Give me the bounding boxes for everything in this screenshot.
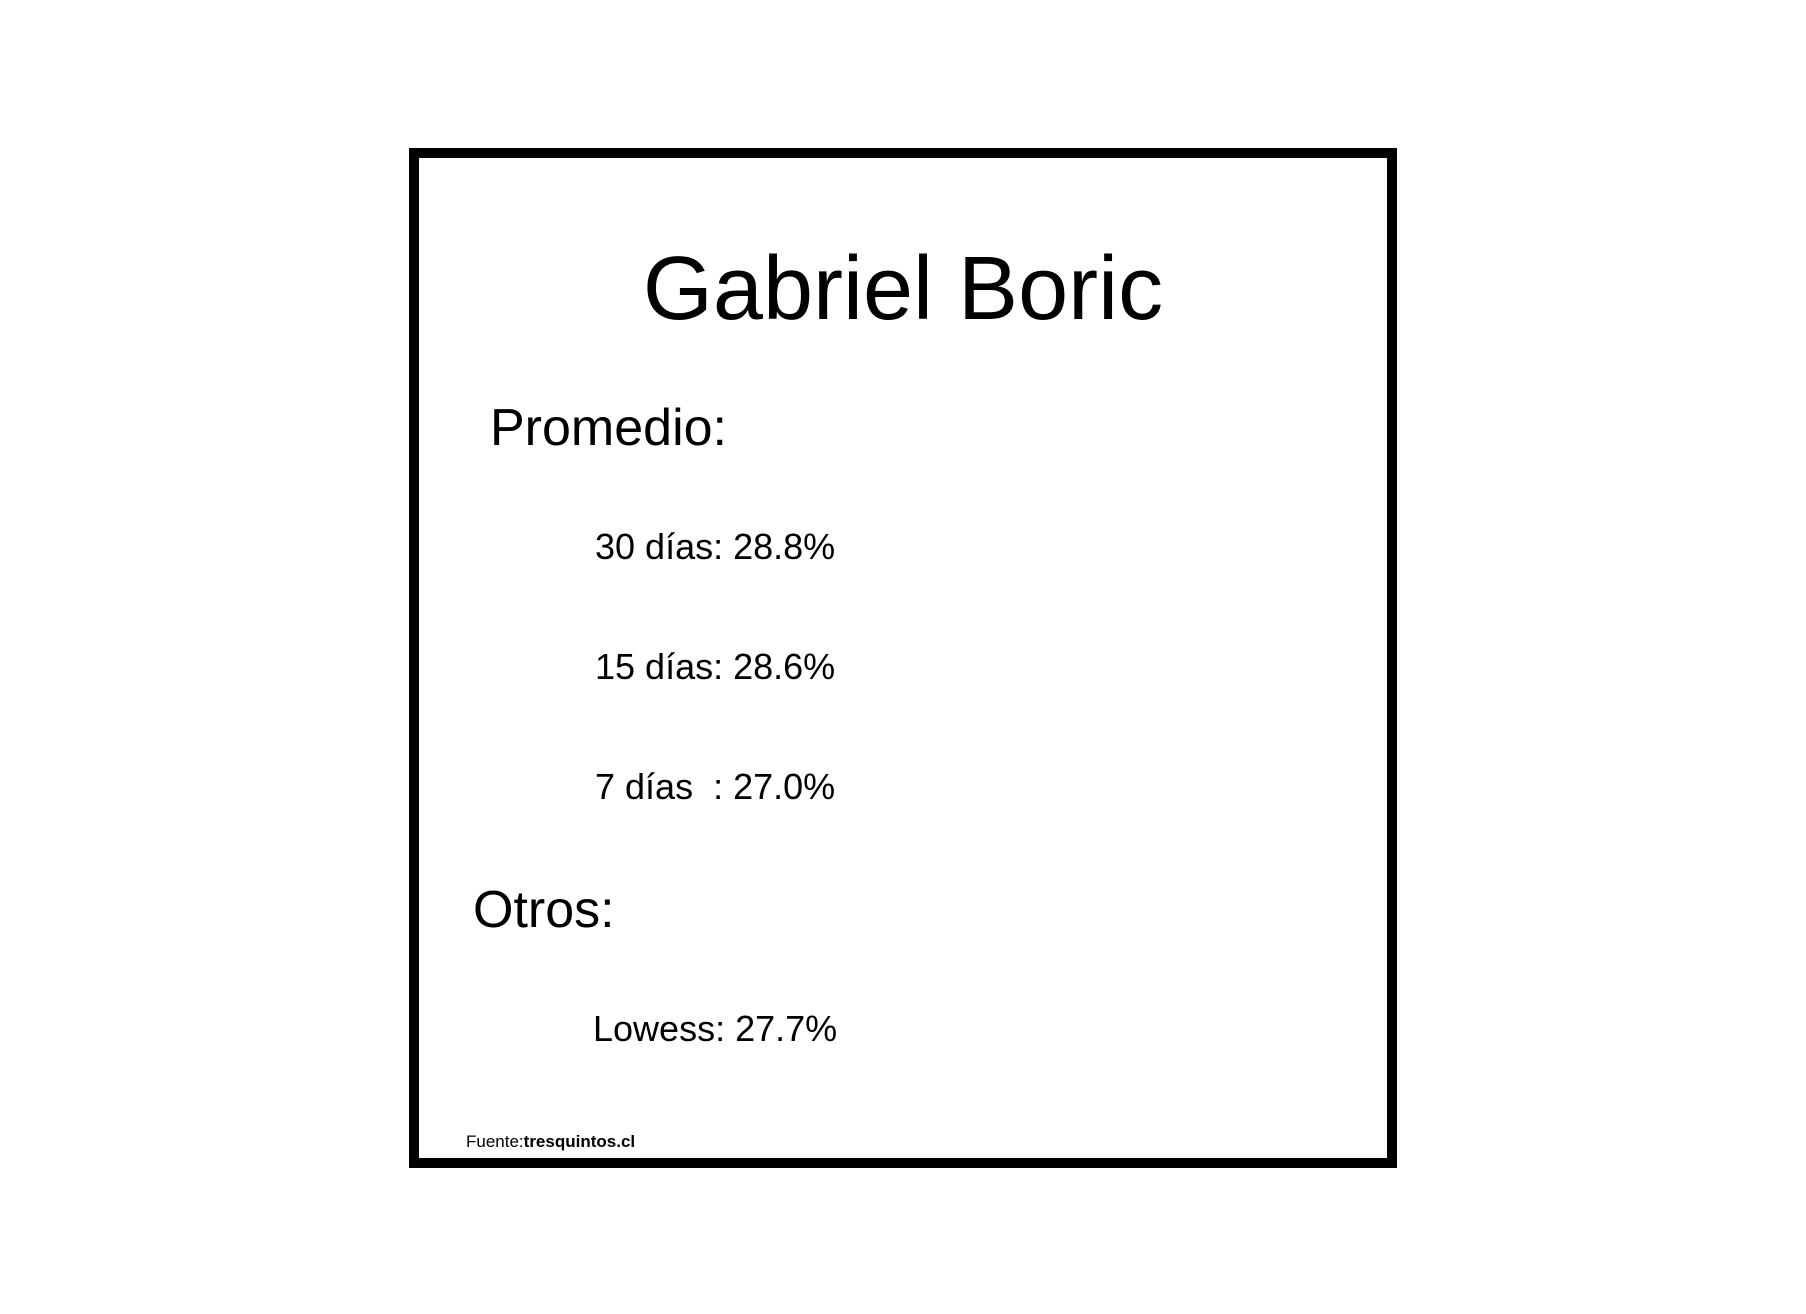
source-prefix: Fuente: — [466, 1132, 524, 1151]
source-name: tresquintos.cl — [523, 1132, 636, 1151]
lowess-estimate: Lowess: 27.7% — [593, 1008, 838, 1049]
average-7-days: 7 días : 27.0% — [595, 766, 836, 807]
promedio-heading: Promedio: — [490, 399, 727, 457]
stats-card: Gabriel Boric Promedio: 30 días: 28.8% 1… — [409, 148, 1397, 1168]
average-15-days: 15 días: 28.6% — [595, 646, 836, 687]
candidate-name-title: Gabriel Boric — [642, 239, 1164, 339]
source-credit: Fuente:tresquintos.cl — [466, 1133, 635, 1150]
otros-heading: Otros: — [473, 881, 615, 939]
average-30-days: 30 días: 28.8% — [595, 526, 836, 567]
